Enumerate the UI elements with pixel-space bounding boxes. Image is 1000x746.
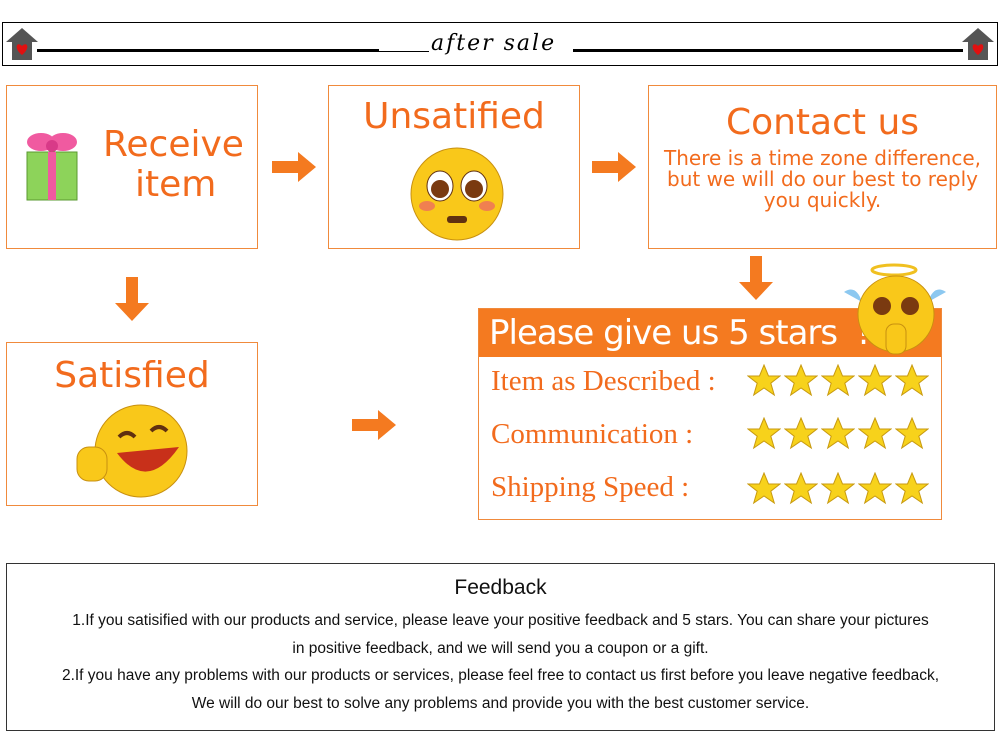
star-icon: [821, 472, 855, 505]
receive-label-line2: item: [135, 164, 217, 205]
star-icon: [821, 417, 855, 450]
star-rating: [747, 472, 932, 511]
arrow-down-icon: [115, 277, 149, 321]
house-heart-icon: [962, 28, 994, 60]
arrow-right-icon: [352, 410, 396, 440]
star-icon: [858, 364, 892, 397]
contact-text: There is a time zone difference, but we …: [664, 146, 981, 212]
star-rating: [747, 417, 932, 456]
star-icon: [895, 417, 929, 450]
star-icon: [895, 364, 929, 397]
receive-item-step: Receive item: [6, 85, 258, 249]
star-icon: [895, 472, 929, 505]
feedback-line: We will do our best to solve any problem…: [191, 695, 810, 712]
star-icon: [784, 364, 818, 397]
header-banner: after sale: [2, 22, 998, 66]
satisfied-label: Satisfied: [54, 355, 210, 396]
rating-title: Please give us 5 stars !: [489, 313, 870, 353]
feedback-line: in positive feedback, and we will send y…: [292, 640, 709, 657]
feedback-title: Feedback: [454, 576, 547, 599]
laughing-face-icon: [76, 404, 188, 498]
star-icon: [858, 417, 892, 450]
rating-row-label: Communication :: [491, 418, 694, 450]
star-icon: [747, 472, 781, 505]
header-title: after sale: [431, 31, 557, 56]
arrow-right-icon: [592, 152, 636, 182]
feedback-line: 1.If you satisified with our products an…: [72, 612, 929, 629]
star-icon: [784, 417, 818, 450]
star-icon: [747, 417, 781, 450]
unsatisfied-step: Unsatified: [328, 85, 580, 249]
satisfied-step: Satisfied: [6, 342, 258, 506]
arrow-right-icon: [272, 152, 316, 182]
worried-face-icon: [410, 147, 504, 241]
feedback-line: 2.If you have any problems with our prod…: [61, 667, 940, 684]
arrow-down-icon: [739, 256, 773, 300]
receive-label-line1: Receive: [103, 124, 244, 165]
gift-icon: [26, 133, 78, 201]
angel-face-icon: [844, 263, 946, 355]
star-icon: [784, 472, 818, 505]
rating-row-label: Item as Described :: [491, 365, 716, 397]
star-icon: [821, 364, 855, 397]
star-icon: [747, 364, 781, 397]
star-icon: [858, 472, 892, 505]
feedback-box: Feedback 1.If you satisified with our pr…: [6, 563, 995, 731]
rating-row-label: Shipping Speed :: [491, 471, 690, 503]
house-heart-icon: [6, 28, 38, 60]
contact-title: Contact us: [725, 102, 920, 143]
rating-panel: Please give us 5 stars ! Item as Describ…: [478, 308, 942, 520]
unsatisfied-label: Unsatified: [363, 96, 545, 137]
star-rating: [747, 364, 932, 403]
contact-us-step: Contact us There is a time zone differen…: [648, 85, 997, 249]
